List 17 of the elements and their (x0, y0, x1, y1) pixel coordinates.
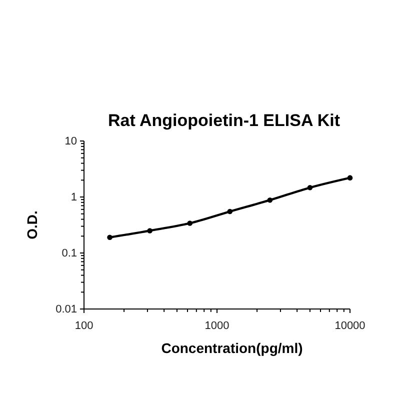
point (267, 197, 273, 203)
chart-title: Rat Angiopoietin-1 ELISA Kit (108, 111, 340, 130)
y-axis-title: O.D. (24, 210, 40, 240)
point (147, 228, 152, 234)
y-tick-label: 1 (70, 192, 77, 204)
x-tick-label: 10000 (334, 320, 366, 332)
point (107, 234, 112, 240)
y-tick-label: 0.1 (62, 248, 77, 260)
point (347, 175, 353, 180)
y-tick-label: 10 (64, 136, 77, 148)
x-tick-label: 1000 (204, 320, 230, 332)
x-axis-title: Concentration(pg/ml) (161, 340, 303, 356)
point (187, 220, 192, 226)
y-tick-label: 0.01 (56, 304, 77, 316)
point (227, 208, 233, 214)
point (307, 184, 313, 190)
x-tick-label: 100 (74, 320, 94, 332)
